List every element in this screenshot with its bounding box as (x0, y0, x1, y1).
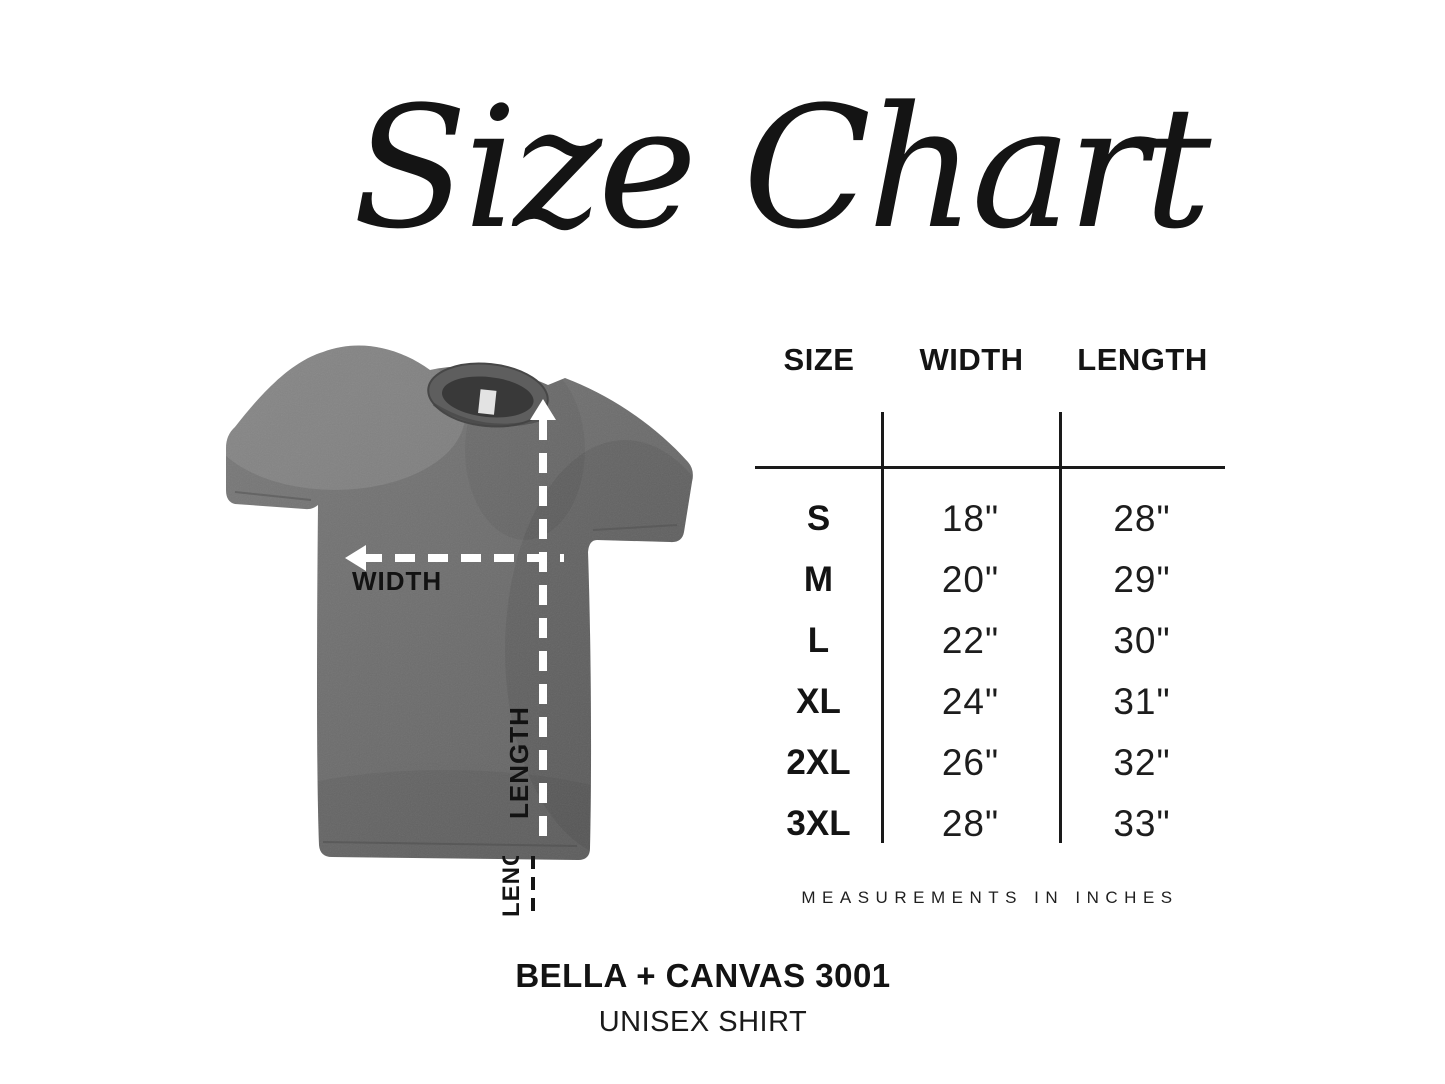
table-row: 3XL 28" 33" (786, 802, 1171, 844)
length-arrow-head (530, 399, 556, 420)
page-title: Size Chart (352, 70, 1212, 266)
product-subtitle: UNISEX SHIRT (598, 1006, 808, 1038)
table-row: L 22" 30" (807, 619, 1171, 661)
length-label: LENGTH (504, 706, 534, 819)
table-column-divider (881, 412, 884, 843)
size-table: S 18" 28" M 20" 29" L 22" 30" XL 24" 31"… (755, 488, 1225, 854)
table-row: S 18" 28" (806, 497, 1171, 539)
length-label-cutoff: LENG (498, 856, 525, 917)
column-header-length: LENGTH (1077, 342, 1208, 377)
tshirt-image (226, 345, 693, 861)
measurements-note: MEASUREMENTS IN INCHES (801, 888, 1179, 907)
product-name: BELLA + CANVAS 3001 (515, 957, 891, 994)
table-row: M 20" 29" (803, 558, 1171, 600)
table-row: XL 24" 31" (796, 680, 1171, 722)
length-line-below-hem (531, 856, 535, 918)
width-arrow-head (345, 545, 366, 571)
column-header-size: SIZE (783, 342, 855, 377)
collar-tag (478, 389, 497, 415)
width-arrow-line (362, 554, 564, 562)
length-arrow-line (539, 420, 547, 848)
column-header-width: WIDTH (919, 342, 1024, 377)
width-label: WIDTH (352, 566, 443, 596)
table-column-divider (1059, 412, 1062, 843)
table-header-divider (755, 466, 1225, 469)
table-row: 2XL 26" 32" (786, 741, 1171, 783)
